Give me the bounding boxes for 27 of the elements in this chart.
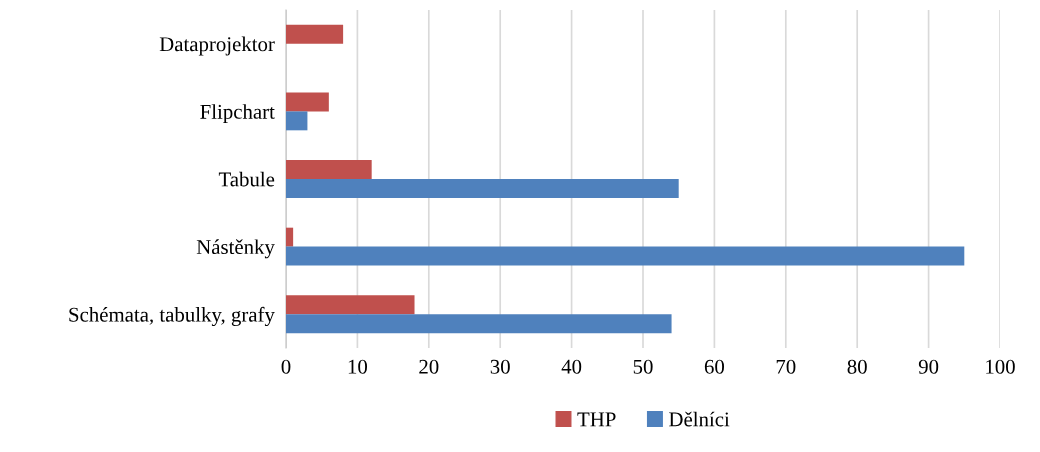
y-tick-label: Nástěnky (196, 239, 275, 259)
x-tick-label: 20 (419, 359, 439, 374)
legend-label: Dělníci (669, 411, 730, 427)
y-tick-label: Tabule (218, 171, 275, 187)
x-tick-label: 80 (847, 359, 867, 374)
x-tick-label: 0 (281, 359, 291, 374)
y-tick-label: Flipchart (200, 104, 275, 124)
x-tick-label: 70 (776, 359, 796, 374)
bar (286, 160, 372, 179)
x-tick-label: 90 (918, 359, 939, 374)
bar (286, 24, 344, 44)
bar (286, 227, 294, 247)
y-tick-label: Schémata, tabulky, grafy (69, 306, 275, 327)
bar (286, 92, 329, 112)
bar (286, 314, 672, 334)
bar (286, 295, 415, 315)
bar (286, 111, 308, 131)
legend-label: THP (577, 412, 616, 427)
y-tick-label: Dataprojektor (159, 36, 275, 56)
x-tick-label: 50 (633, 359, 653, 374)
x-tick-label: 100 (986, 359, 1015, 374)
x-tick-label: 60 (704, 359, 725, 374)
x-tick-label: 10 (348, 359, 368, 374)
x-tick-label: 40 (561, 359, 582, 374)
x-tick-label: 30 (490, 359, 510, 374)
bar (286, 246, 965, 266)
bar (286, 179, 679, 198)
